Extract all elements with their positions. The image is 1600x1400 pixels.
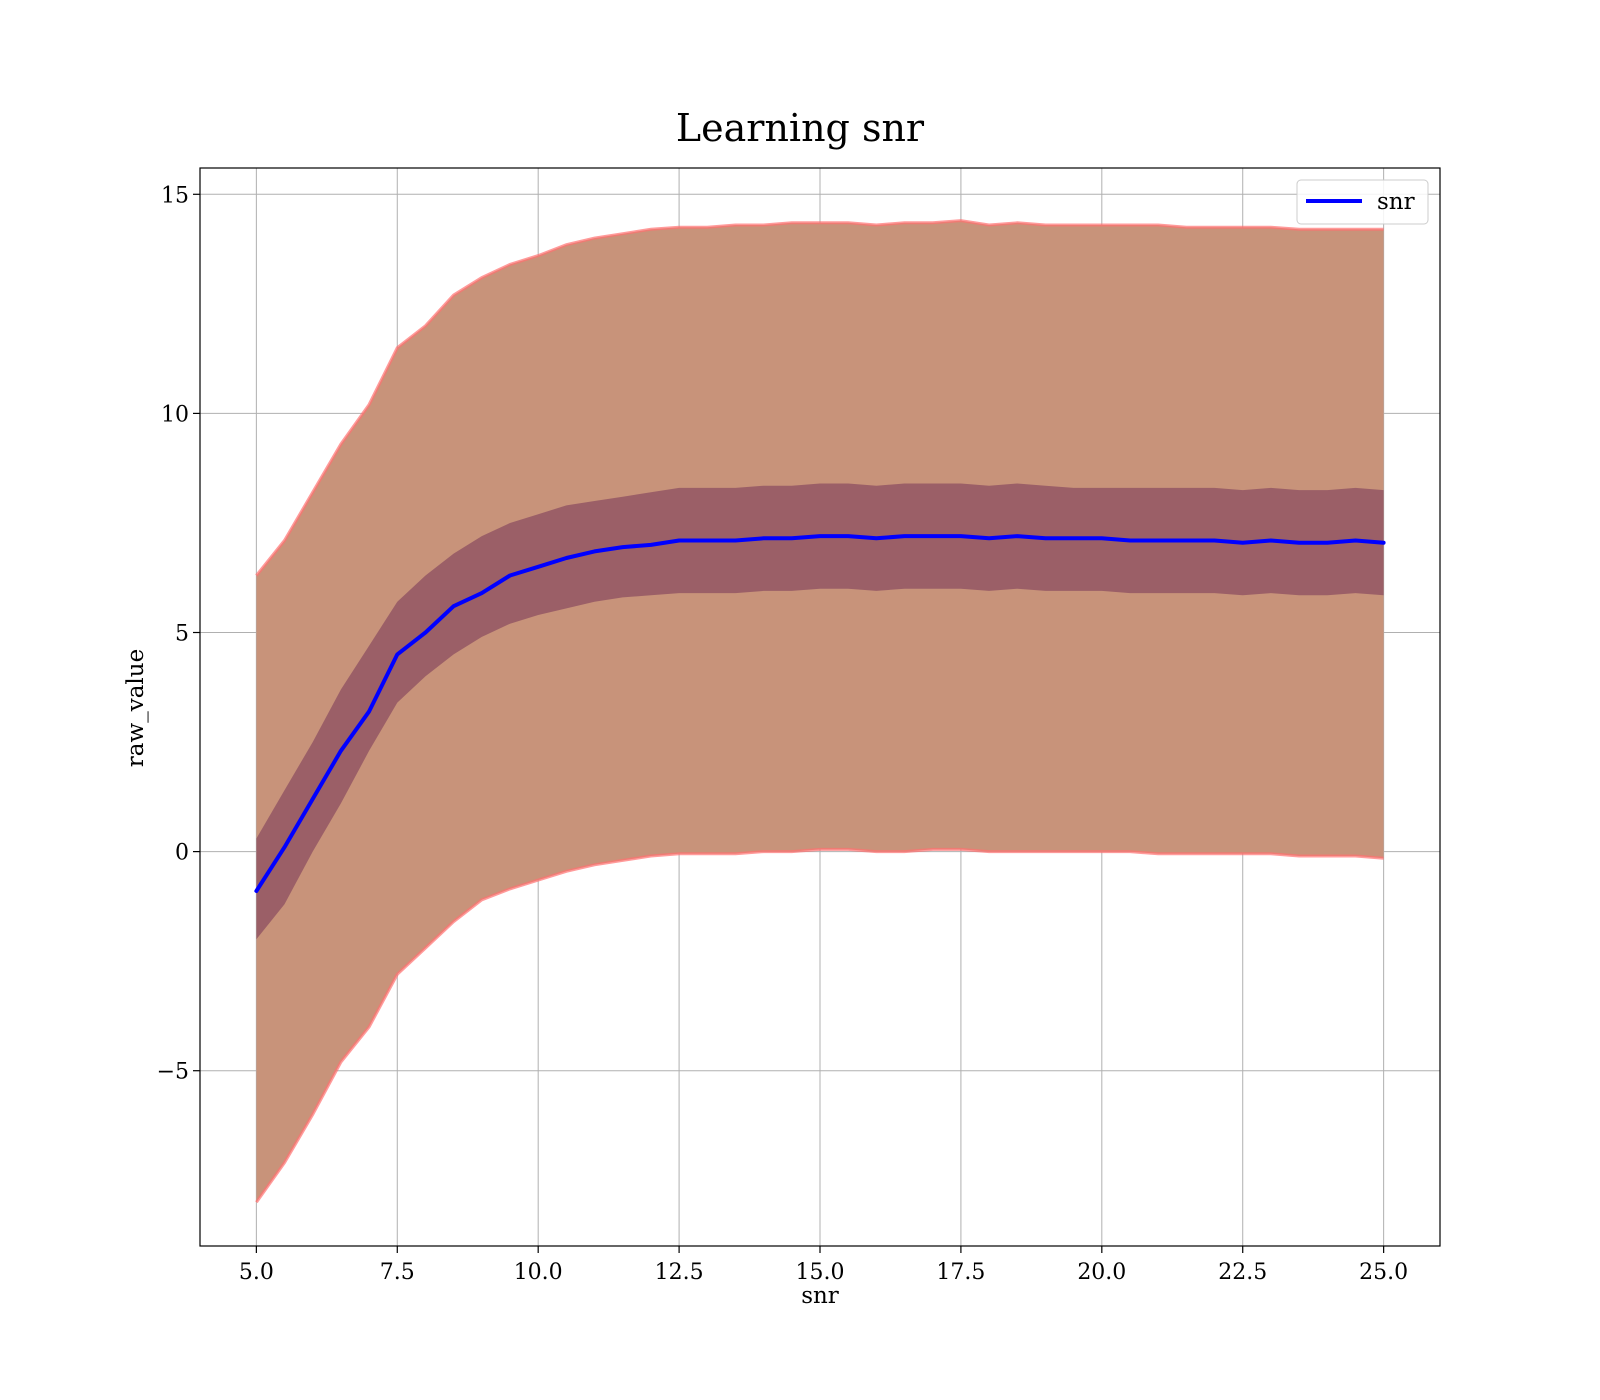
outer-band-upper-edge bbox=[255, 219, 1384, 577]
y-tick-label: 0 bbox=[175, 841, 189, 866]
series-lines bbox=[254, 534, 1386, 893]
x-tick-label: 17.5 bbox=[936, 1260, 985, 1285]
outer-band-lower-edge bbox=[255, 847, 1384, 1204]
y-tick-label: 5 bbox=[175, 622, 189, 647]
legend: snr bbox=[1296, 179, 1429, 225]
legend-label-snr: snr bbox=[1377, 189, 1415, 215]
x-axis-ticks: 5.0 7.5 10.0 12.5 15.0 17.5 20.0 22.5 25.0 bbox=[239, 1246, 1408, 1285]
inner-band bbox=[256, 483, 1384, 940]
y-tick-label: 10 bbox=[161, 402, 189, 427]
x-tick-label: 20.0 bbox=[1077, 1260, 1126, 1285]
y-axis-ticks: −5 0 5 10 15 bbox=[157, 183, 200, 1085]
x-tick-label: 7.5 bbox=[380, 1260, 415, 1285]
outer-band bbox=[256, 220, 1384, 1203]
series-line-snr bbox=[254, 534, 1386, 893]
x-tick-label: 5.0 bbox=[239, 1260, 274, 1285]
y-tick-label: 15 bbox=[161, 183, 189, 208]
x-tick-label: 10.0 bbox=[514, 1260, 563, 1285]
y-tick-label: −5 bbox=[157, 1060, 189, 1085]
x-tick-label: 25.0 bbox=[1359, 1260, 1408, 1285]
x-axis-label: snr bbox=[801, 1283, 839, 1309]
chart-title: Learning snr bbox=[676, 106, 925, 150]
legend-box bbox=[1296, 179, 1429, 225]
x-tick-label: 22.5 bbox=[1218, 1260, 1267, 1285]
x-tick-label: 12.5 bbox=[655, 1260, 704, 1285]
bands bbox=[255, 219, 1384, 1204]
x-tick-label: 15.0 bbox=[796, 1260, 845, 1285]
y-axis-label: raw_value bbox=[123, 649, 149, 767]
